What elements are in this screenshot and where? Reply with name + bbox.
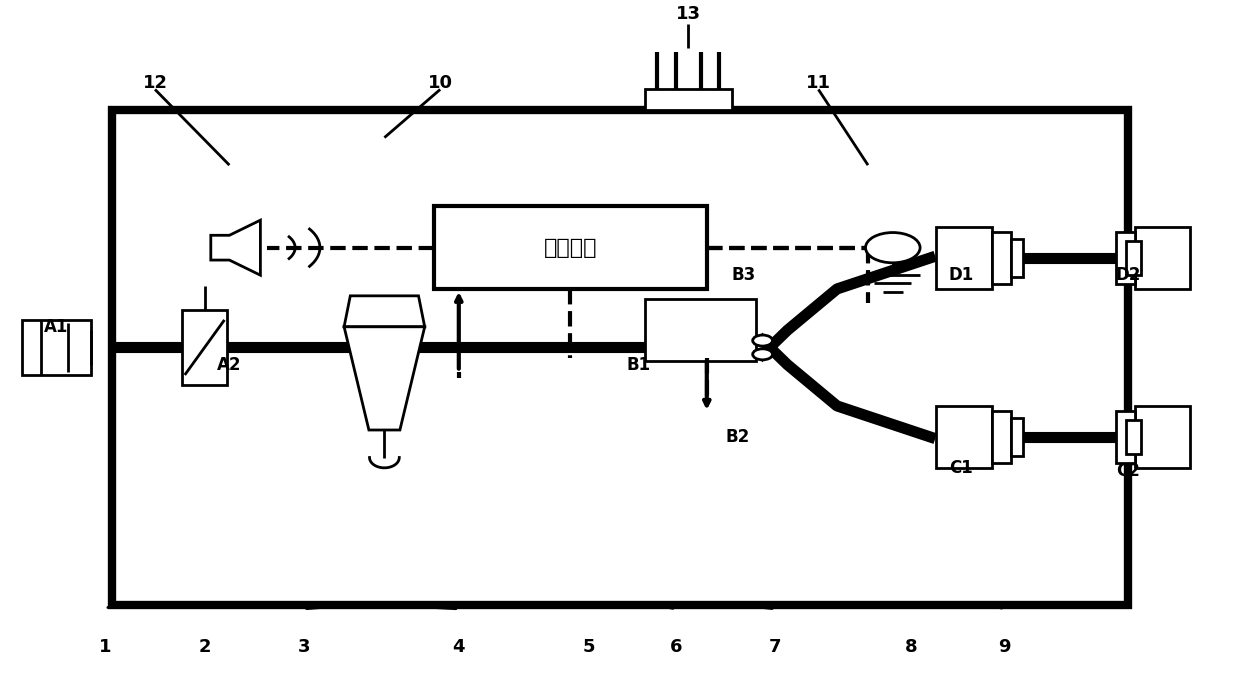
- Bar: [1126, 420, 1141, 454]
- Bar: [112, 110, 1128, 605]
- Bar: [1135, 227, 1190, 289]
- Bar: [1116, 232, 1135, 284]
- Text: C2: C2: [1116, 462, 1141, 480]
- Bar: [1126, 241, 1141, 275]
- Text: 3: 3: [298, 638, 310, 656]
- Text: 4: 4: [453, 638, 465, 656]
- Bar: [1116, 411, 1135, 463]
- Text: A1: A1: [43, 318, 68, 336]
- Bar: [992, 232, 1011, 284]
- Bar: [1011, 239, 1023, 277]
- Bar: [992, 411, 1011, 463]
- Text: C1: C1: [949, 459, 973, 477]
- Text: D2: D2: [1116, 266, 1141, 284]
- Bar: [434, 206, 707, 289]
- Text: 7: 7: [769, 638, 781, 656]
- Text: B2: B2: [725, 428, 750, 446]
- Text: 8: 8: [905, 638, 918, 656]
- Bar: [936, 227, 992, 289]
- Bar: [22, 320, 91, 375]
- Text: 9: 9: [998, 638, 1011, 656]
- Bar: [645, 299, 756, 361]
- Text: 2: 2: [198, 638, 211, 656]
- Text: 6: 6: [670, 638, 682, 656]
- Polygon shape: [343, 296, 424, 327]
- Polygon shape: [211, 220, 260, 275]
- Bar: [1135, 406, 1190, 468]
- Text: D1: D1: [949, 266, 973, 284]
- Text: 13: 13: [676, 5, 701, 23]
- Text: 11: 11: [806, 74, 831, 92]
- Text: 12: 12: [143, 74, 167, 92]
- Text: A2: A2: [217, 356, 242, 374]
- Circle shape: [753, 335, 773, 346]
- Text: B1: B1: [626, 356, 651, 374]
- Text: 10: 10: [428, 74, 453, 92]
- Bar: [645, 89, 732, 110]
- Bar: [182, 310, 227, 385]
- Text: 1: 1: [99, 638, 112, 656]
- Circle shape: [866, 233, 920, 263]
- Text: 5: 5: [583, 638, 595, 656]
- Text: 控制单元: 控制单元: [543, 237, 598, 258]
- Polygon shape: [343, 327, 424, 430]
- Bar: [1011, 418, 1023, 456]
- Circle shape: [753, 349, 773, 360]
- Text: B3: B3: [732, 266, 756, 284]
- Bar: [936, 406, 992, 468]
